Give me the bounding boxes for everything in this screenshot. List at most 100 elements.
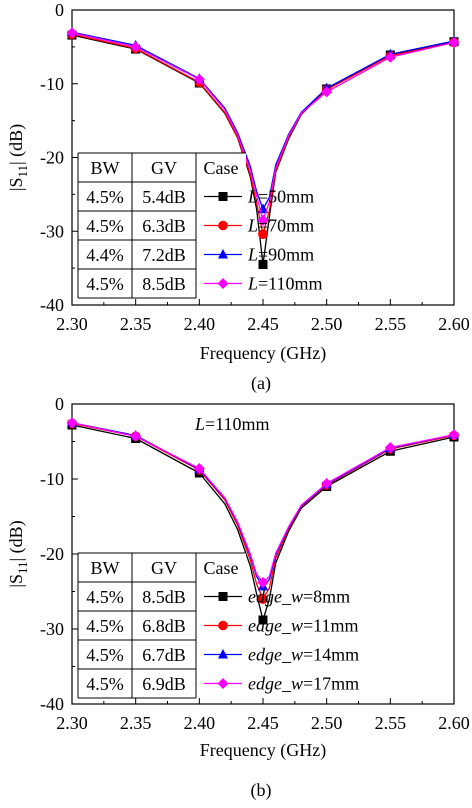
data-point bbox=[384, 442, 396, 453]
table-cell: 6.7dB bbox=[142, 645, 186, 665]
legend-var: L bbox=[247, 187, 258, 207]
annotation-label: L=110mm bbox=[194, 414, 270, 434]
data-point bbox=[321, 478, 333, 489]
series-4 bbox=[66, 417, 460, 588]
table-header: BW bbox=[91, 558, 120, 578]
data-point bbox=[66, 27, 78, 39]
legend-marker bbox=[218, 192, 228, 201]
legend-label: edge_w=14mm bbox=[248, 645, 359, 665]
x-tick-label: 2.50 bbox=[311, 713, 343, 733]
table-cell: 4.5% bbox=[86, 187, 124, 207]
figure-caption: (b) bbox=[251, 780, 272, 801]
x-tick-label: 2.45 bbox=[247, 314, 279, 334]
y-axis-label-tail: | (dB) bbox=[6, 520, 27, 561]
x-tick-label: 2.40 bbox=[184, 713, 216, 733]
legend-eq: =14mm bbox=[303, 645, 359, 665]
y-axis-label-sub: 11 bbox=[15, 165, 30, 178]
x-axis-label: Frequency (GHz) bbox=[200, 343, 326, 364]
chart-panel-a: 2.30 2.35 2.40 2.45 2.50 2.55 2.60 0 -10 -20 -30 -4… bbox=[6, 0, 470, 394]
y-tick-label: -40 bbox=[40, 694, 64, 714]
y-axis-label: |S11| (dB) bbox=[6, 124, 30, 191]
table-cell: 7.2dB bbox=[142, 245, 186, 265]
legend-eq: =8mm bbox=[303, 587, 350, 607]
legend-var: L bbox=[247, 216, 258, 236]
data-point-minimum bbox=[258, 594, 268, 604]
table-header: GV bbox=[151, 158, 177, 178]
table-cell: 4.5% bbox=[86, 674, 124, 694]
x-tick-label: 2.35 bbox=[120, 713, 152, 733]
legend-eq: =11mm bbox=[303, 616, 359, 636]
data-point bbox=[66, 417, 78, 429]
annotation-var: L bbox=[194, 414, 205, 434]
legend-var: L bbox=[247, 245, 258, 265]
legend-marker bbox=[218, 649, 228, 659]
y-axis-label: |S11| (dB) bbox=[6, 520, 30, 587]
y-tick-label: 0 bbox=[55, 0, 64, 20]
table-cell: 5.4dB bbox=[142, 187, 186, 207]
x-axis-label: Frequency (GHz) bbox=[200, 740, 326, 761]
y-axis-label-main: |S bbox=[6, 178, 26, 192]
annotation-value: =110mm bbox=[205, 414, 270, 434]
x-tick-label: 2.35 bbox=[120, 314, 152, 334]
data-point bbox=[448, 429, 460, 441]
data-point-minimum bbox=[258, 615, 268, 625]
x-tick-label: 2.60 bbox=[438, 713, 470, 733]
data-point-minimum bbox=[258, 259, 268, 269]
legend-marker bbox=[218, 220, 228, 231]
x-tick-label: 2.45 bbox=[247, 713, 279, 733]
legend-label: L=50mm bbox=[247, 187, 314, 207]
legend-label: L=110mm bbox=[247, 274, 323, 294]
legend-var: edge_w bbox=[248, 674, 303, 694]
table-header: BW bbox=[91, 158, 120, 178]
legend-label: L=90mm bbox=[247, 245, 314, 265]
legend: edge_w=8mmedge_w=11mmedge_w=14mmedge_w=1… bbox=[204, 587, 359, 694]
table-cell: 4.5% bbox=[86, 645, 124, 665]
x-tick-label: 2.40 bbox=[184, 314, 216, 334]
data-point bbox=[193, 463, 205, 474]
legend-var: edge_w bbox=[248, 587, 303, 607]
table-cell: 4.5% bbox=[86, 274, 124, 294]
legend-var: edge_w bbox=[248, 645, 303, 665]
legend-eq: =50mm bbox=[258, 187, 314, 207]
y-axis-label-tail: | (dB) bbox=[6, 124, 27, 165]
legend-var: L bbox=[247, 274, 258, 294]
table-cell: 4.5% bbox=[86, 616, 124, 636]
figure-caption: (a) bbox=[251, 373, 271, 394]
table-cell: 8.5dB bbox=[142, 274, 186, 294]
legend-eq: =70mm bbox=[258, 216, 314, 236]
data-point-minimum bbox=[258, 229, 268, 239]
legend-eq: =110mm bbox=[258, 274, 323, 294]
table-header: Case bbox=[204, 158, 239, 178]
y-tick-label: -30 bbox=[40, 221, 64, 241]
table-header: GV bbox=[151, 558, 177, 578]
x-tick-label: 2.55 bbox=[375, 713, 407, 733]
legend-label: edge_w=11mm bbox=[248, 616, 358, 636]
y-tick-label: -30 bbox=[40, 619, 64, 639]
data-point-minimum bbox=[257, 214, 269, 226]
y-tick-label: -20 bbox=[40, 544, 64, 564]
y-tick-label: -20 bbox=[40, 148, 64, 168]
x-tick-label: 2.30 bbox=[56, 713, 88, 733]
legend-marker bbox=[218, 620, 228, 631]
data-point-minimum bbox=[257, 577, 269, 588]
x-tick-label: 2.55 bbox=[375, 314, 407, 334]
table-cell: 6.9dB bbox=[142, 674, 186, 694]
legend-label: L=70mm bbox=[247, 216, 314, 236]
data-point bbox=[193, 73, 205, 85]
data-point bbox=[321, 86, 333, 98]
y-tick-label: -40 bbox=[40, 295, 64, 315]
table-cell: 4.4% bbox=[86, 245, 124, 265]
legend-label: edge_w=8mm bbox=[248, 587, 350, 607]
y-tick-label: 0 bbox=[55, 394, 64, 414]
table-cell: 6.3dB bbox=[142, 216, 186, 236]
x-tick-label: 2.50 bbox=[311, 314, 343, 334]
legend-eq: =17mm bbox=[303, 674, 359, 694]
legend-label: edge_w=17mm bbox=[248, 674, 359, 694]
y-tick-label: -10 bbox=[40, 469, 64, 489]
bandwidth-table: BW GV Case 4.5% 5.4dB 4.5% 6.3dB 4.4% 7.2dB 4.5% 8… bbox=[77, 152, 246, 299]
legend-marker bbox=[217, 278, 229, 289]
data-point bbox=[130, 430, 142, 442]
y-tick-label: -10 bbox=[40, 74, 64, 94]
x-tick-label: 2.60 bbox=[438, 314, 470, 334]
